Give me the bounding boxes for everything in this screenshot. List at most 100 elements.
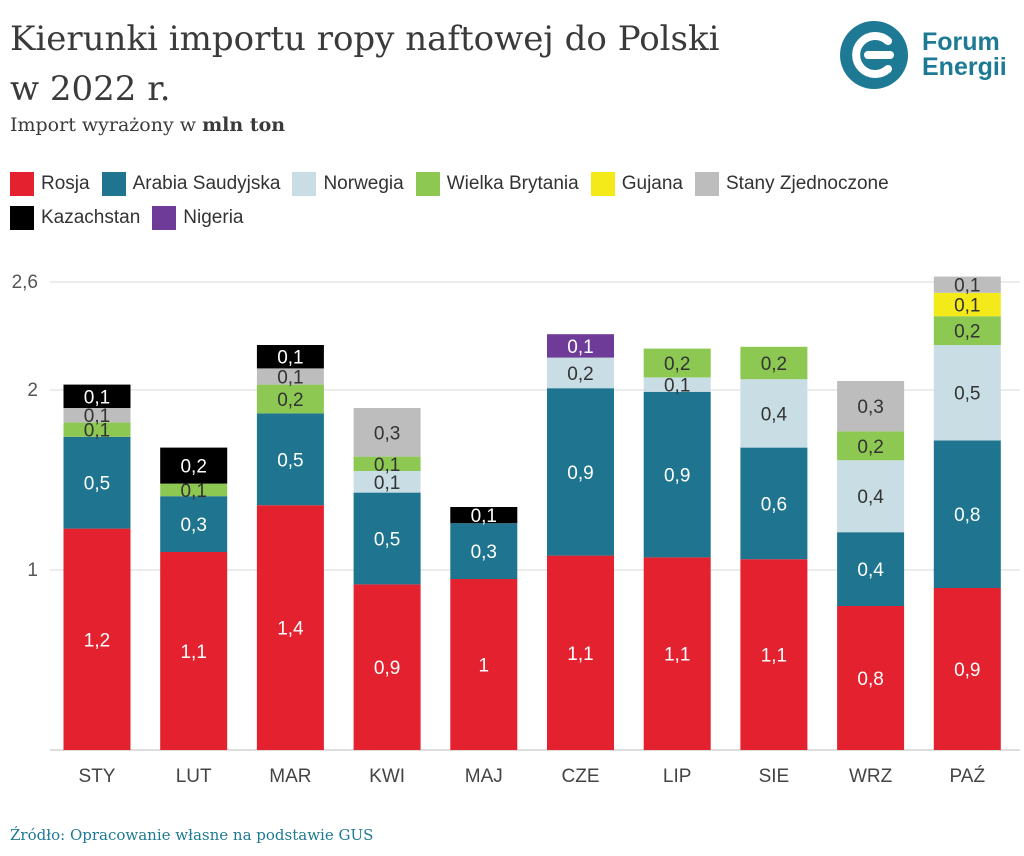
data-label: 0,1 bbox=[277, 368, 303, 389]
bar-segment bbox=[450, 579, 518, 750]
bar-segment bbox=[63, 436, 131, 529]
forum-energii-logo-icon bbox=[840, 21, 908, 89]
bar-segment bbox=[160, 483, 228, 497]
x-tick-label: KWI bbox=[369, 766, 405, 787]
data-label: 0,1 bbox=[471, 506, 497, 527]
bar-segment bbox=[160, 552, 228, 750]
legend-swatch bbox=[415, 172, 440, 196]
title-line-2: w 2022 r. bbox=[10, 69, 171, 109]
data-label: 0,2 bbox=[954, 322, 980, 343]
legend-label: Norwegia bbox=[323, 173, 404, 194]
data-label: 0,4 bbox=[761, 404, 788, 425]
x-tick-label: CZE bbox=[562, 766, 600, 787]
data-label: 0,1 bbox=[374, 473, 400, 494]
data-label: 0,5 bbox=[277, 450, 303, 471]
data-label: 0,2 bbox=[664, 354, 690, 375]
y-tick-label: 1 bbox=[27, 560, 38, 581]
data-label: 0,9 bbox=[664, 466, 690, 487]
bar-segment bbox=[256, 505, 324, 750]
data-label: 0,1 bbox=[374, 455, 400, 476]
data-label: 0,5 bbox=[84, 474, 110, 495]
bar-segment bbox=[740, 379, 808, 448]
bar-segment bbox=[933, 588, 1001, 750]
bar-segment bbox=[353, 492, 421, 585]
legend-swatch bbox=[152, 206, 177, 230]
x-tick-label: WRZ bbox=[849, 766, 893, 787]
bar-segment bbox=[837, 381, 905, 432]
logo-text: Forum Energii bbox=[922, 30, 1007, 80]
data-label: 0,8 bbox=[857, 669, 883, 690]
data-label: 0,9 bbox=[374, 658, 400, 679]
bar-segment bbox=[63, 528, 131, 750]
legend-label: Stany Zjednoczone bbox=[726, 173, 889, 194]
bar-segment bbox=[256, 413, 324, 506]
data-label: 0,1 bbox=[664, 376, 690, 397]
x-tick-label: MAJ bbox=[465, 766, 503, 787]
bar-segment bbox=[643, 557, 711, 750]
bar-segment bbox=[837, 460, 905, 533]
data-label: 0,2 bbox=[567, 364, 593, 385]
bar-segment bbox=[643, 377, 711, 392]
data-label: 0,9 bbox=[567, 463, 593, 484]
data-label: 0,2 bbox=[180, 457, 206, 478]
data-label: 0,3 bbox=[180, 515, 206, 536]
bar-segment bbox=[63, 408, 131, 423]
data-label: 0,2 bbox=[761, 354, 787, 375]
data-label: 0,9 bbox=[954, 660, 980, 681]
data-label: 0,1 bbox=[180, 481, 206, 502]
bar-segment bbox=[740, 559, 808, 750]
bar-segment bbox=[933, 345, 1001, 441]
legend-item: Wielka Brytania bbox=[415, 172, 579, 196]
bar-segment bbox=[353, 584, 421, 750]
data-label: 1,1 bbox=[761, 646, 787, 667]
bar-segment bbox=[353, 408, 421, 457]
bar-segment bbox=[740, 447, 808, 560]
data-label: 0,1 bbox=[567, 337, 593, 358]
data-label: 0,3 bbox=[471, 542, 497, 563]
data-label: 0,2 bbox=[277, 390, 303, 411]
bar-segment bbox=[547, 388, 614, 556]
x-tick-label: STY bbox=[79, 766, 116, 787]
bar-segment bbox=[547, 357, 614, 389]
x-tick-label: LIP bbox=[663, 766, 692, 787]
chart-title: Kierunki importu ropy naftowej do Polski… bbox=[10, 14, 810, 114]
chart-legend: Rosja Arabia Saudyjska Norwegia Wielka Bryt… bbox=[10, 172, 1020, 240]
data-label: 0,1 bbox=[277, 348, 303, 369]
x-tick-label: LUT bbox=[176, 766, 212, 787]
data-label: 1,1 bbox=[664, 645, 690, 666]
data-label: 0,1 bbox=[954, 296, 980, 317]
bar-segment bbox=[256, 345, 324, 369]
x-tick-label: MAR bbox=[269, 766, 311, 787]
legend-item: Kazachstan bbox=[10, 206, 140, 230]
chart-subtitle: Import wyrażony w mln ton bbox=[10, 114, 285, 136]
data-label: 0,5 bbox=[374, 530, 400, 551]
data-label: 0,1 bbox=[84, 406, 110, 427]
data-label: 0,4 bbox=[857, 487, 884, 508]
legend-swatch bbox=[590, 172, 615, 196]
bar-segment bbox=[643, 391, 711, 558]
data-label: 0,4 bbox=[857, 560, 884, 581]
source-note: Źródło: Opracowanie własne na podstawie … bbox=[10, 826, 374, 844]
bar-segment bbox=[256, 368, 324, 385]
legend-item: Stany Zjednoczone bbox=[695, 172, 889, 196]
bar-segment bbox=[160, 496, 228, 552]
bar-segment bbox=[933, 292, 1001, 317]
legend-label: Arabia Saudyjska bbox=[132, 173, 281, 194]
bar-segment bbox=[450, 507, 518, 524]
legend-label: Gujana bbox=[621, 173, 683, 194]
bar-segment bbox=[547, 555, 614, 750]
stacked-bar-chart: 122,61,20,50,10,10,1STY1,10,30,10,2LUT1,… bbox=[12, 272, 1020, 787]
data-label: 1,1 bbox=[180, 642, 206, 663]
subtitle-text: Import wyrażony w bbox=[10, 114, 203, 136]
legend-label: Kazachstan bbox=[41, 207, 141, 228]
y-tick-label: 2 bbox=[27, 380, 38, 401]
bar-segment bbox=[256, 384, 324, 414]
bar-segment bbox=[933, 276, 1001, 293]
data-label: 0,3 bbox=[857, 397, 883, 418]
x-tick-label: PAŹ bbox=[950, 766, 986, 787]
logo-text-line-2: Energii bbox=[922, 53, 1007, 81]
bar-segment bbox=[160, 447, 228, 484]
bar-segment bbox=[450, 523, 518, 579]
y-tick-label: 2,6 bbox=[12, 272, 38, 293]
legend-item: Nigeria bbox=[152, 206, 244, 230]
